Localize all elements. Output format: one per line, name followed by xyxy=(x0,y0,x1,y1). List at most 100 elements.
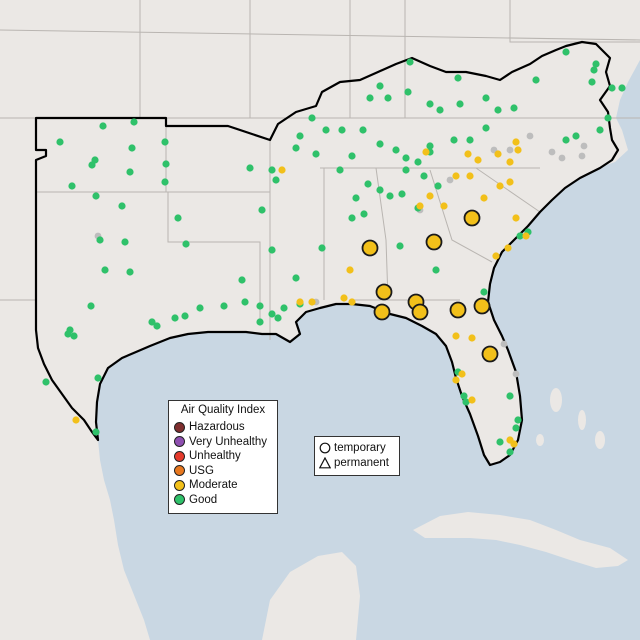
temporary-monitor-moderate xyxy=(449,301,467,319)
monitor-good xyxy=(92,192,100,200)
monitor-moderate xyxy=(466,172,474,180)
monitor-moderate xyxy=(474,156,482,164)
monitor-moderate xyxy=(492,252,500,260)
monitor-good xyxy=(99,122,107,130)
monitor-good xyxy=(296,132,304,140)
monitor-moderate xyxy=(416,202,424,210)
legend-label-usg: USG xyxy=(189,464,214,477)
monitor-good xyxy=(516,232,524,240)
monitor-good xyxy=(92,428,100,436)
monitor-good xyxy=(292,144,300,152)
monitor-good xyxy=(88,161,96,169)
monitor-moderate xyxy=(278,166,286,174)
monitor-good xyxy=(258,206,266,214)
monitor-no-data xyxy=(512,370,520,378)
legend-label-very-unhealthy: Very Unhealthy xyxy=(189,435,267,448)
monitor-moderate xyxy=(452,376,460,384)
monitor-good xyxy=(256,318,264,326)
monitor-moderate xyxy=(458,370,466,378)
monitor-good xyxy=(496,438,504,446)
monitor-good xyxy=(94,374,102,382)
monitor-good xyxy=(512,424,520,432)
legend-label-moderate: Moderate xyxy=(189,479,238,492)
monitor-good xyxy=(42,378,50,386)
monitor-good xyxy=(604,114,612,122)
monitor-no-data xyxy=(506,146,514,154)
monitor-good xyxy=(162,160,170,168)
monitor-good xyxy=(148,318,156,326)
temporary-monitor-moderate xyxy=(375,283,393,301)
legend-label-permanent: permanent xyxy=(334,456,389,469)
monitor-good xyxy=(118,202,126,210)
monitor-no-data xyxy=(580,142,588,150)
monitor-no-data xyxy=(446,176,454,184)
monitor-good xyxy=(434,182,442,190)
monitor-good xyxy=(268,166,276,174)
legend-label-hazardous: Hazardous xyxy=(189,421,245,434)
monitor-good xyxy=(480,288,488,296)
monitor-good xyxy=(460,392,468,400)
monitor-good xyxy=(392,146,400,154)
monitor-good xyxy=(376,186,384,194)
monitor-good xyxy=(454,74,462,82)
legend-item-hazardous: Hazardous xyxy=(169,420,277,435)
monitor-good xyxy=(153,322,161,330)
yucatan-land xyxy=(262,552,360,640)
monitor-good xyxy=(348,214,356,222)
monitor-moderate xyxy=(452,172,460,180)
monitor-good xyxy=(402,154,410,162)
monitor-good xyxy=(462,398,470,406)
monitor-good xyxy=(196,304,204,312)
monitor-good xyxy=(87,302,95,310)
monitor-moderate xyxy=(480,194,488,202)
triangle-icon xyxy=(319,456,331,468)
monitor-moderate xyxy=(346,266,354,274)
monitor-moderate xyxy=(348,298,356,306)
monitor-good xyxy=(456,100,464,108)
temporary-monitor-moderate xyxy=(481,345,499,363)
monitor-good xyxy=(220,302,228,310)
cuba-land xyxy=(413,512,628,568)
monitor-good xyxy=(126,168,134,176)
legend-label-temporary: temporary xyxy=(334,441,386,454)
monitor-moderate xyxy=(506,178,514,186)
monitor-good xyxy=(70,332,78,340)
legend-label-good: Good xyxy=(189,493,218,506)
monitor-good xyxy=(280,304,288,312)
monitor-no-data xyxy=(558,154,566,162)
monitor-markers xyxy=(42,48,626,456)
monitor-good xyxy=(256,302,264,310)
legend-item-good: Good xyxy=(169,493,277,508)
temporary-monitor-moderate xyxy=(425,233,443,251)
monitor-good xyxy=(426,100,434,108)
monitor-good xyxy=(171,314,179,322)
monitor-good xyxy=(402,166,410,174)
monitor-no-data xyxy=(526,132,534,140)
monitor-good xyxy=(506,448,514,456)
monitor-moderate xyxy=(512,214,520,222)
monitor-moderate xyxy=(452,332,460,340)
monitor-good xyxy=(404,88,412,96)
monitor-good xyxy=(174,214,182,222)
monitor-good xyxy=(532,76,540,84)
monitor-moderate xyxy=(468,396,476,404)
monitor-good xyxy=(396,242,404,250)
monitor-good xyxy=(406,58,414,66)
monitor-good xyxy=(590,66,598,74)
monitor-moderate xyxy=(506,158,514,166)
monitor-good xyxy=(274,314,282,322)
monitor-good xyxy=(364,180,372,188)
monitor-good xyxy=(562,48,570,56)
temporary-monitor-moderate xyxy=(463,209,481,227)
legend-item-usg: USG xyxy=(169,464,277,479)
moderate-swatch xyxy=(174,479,185,491)
monitor-good xyxy=(592,60,600,68)
monitor-good xyxy=(572,132,580,140)
legend-item-unhealthy: Unhealthy xyxy=(169,449,277,464)
monitor-moderate xyxy=(510,440,518,448)
monitor-good xyxy=(268,310,276,318)
monitor-good xyxy=(514,416,522,424)
monitor-good xyxy=(359,126,367,134)
good-swatch xyxy=(174,494,185,506)
